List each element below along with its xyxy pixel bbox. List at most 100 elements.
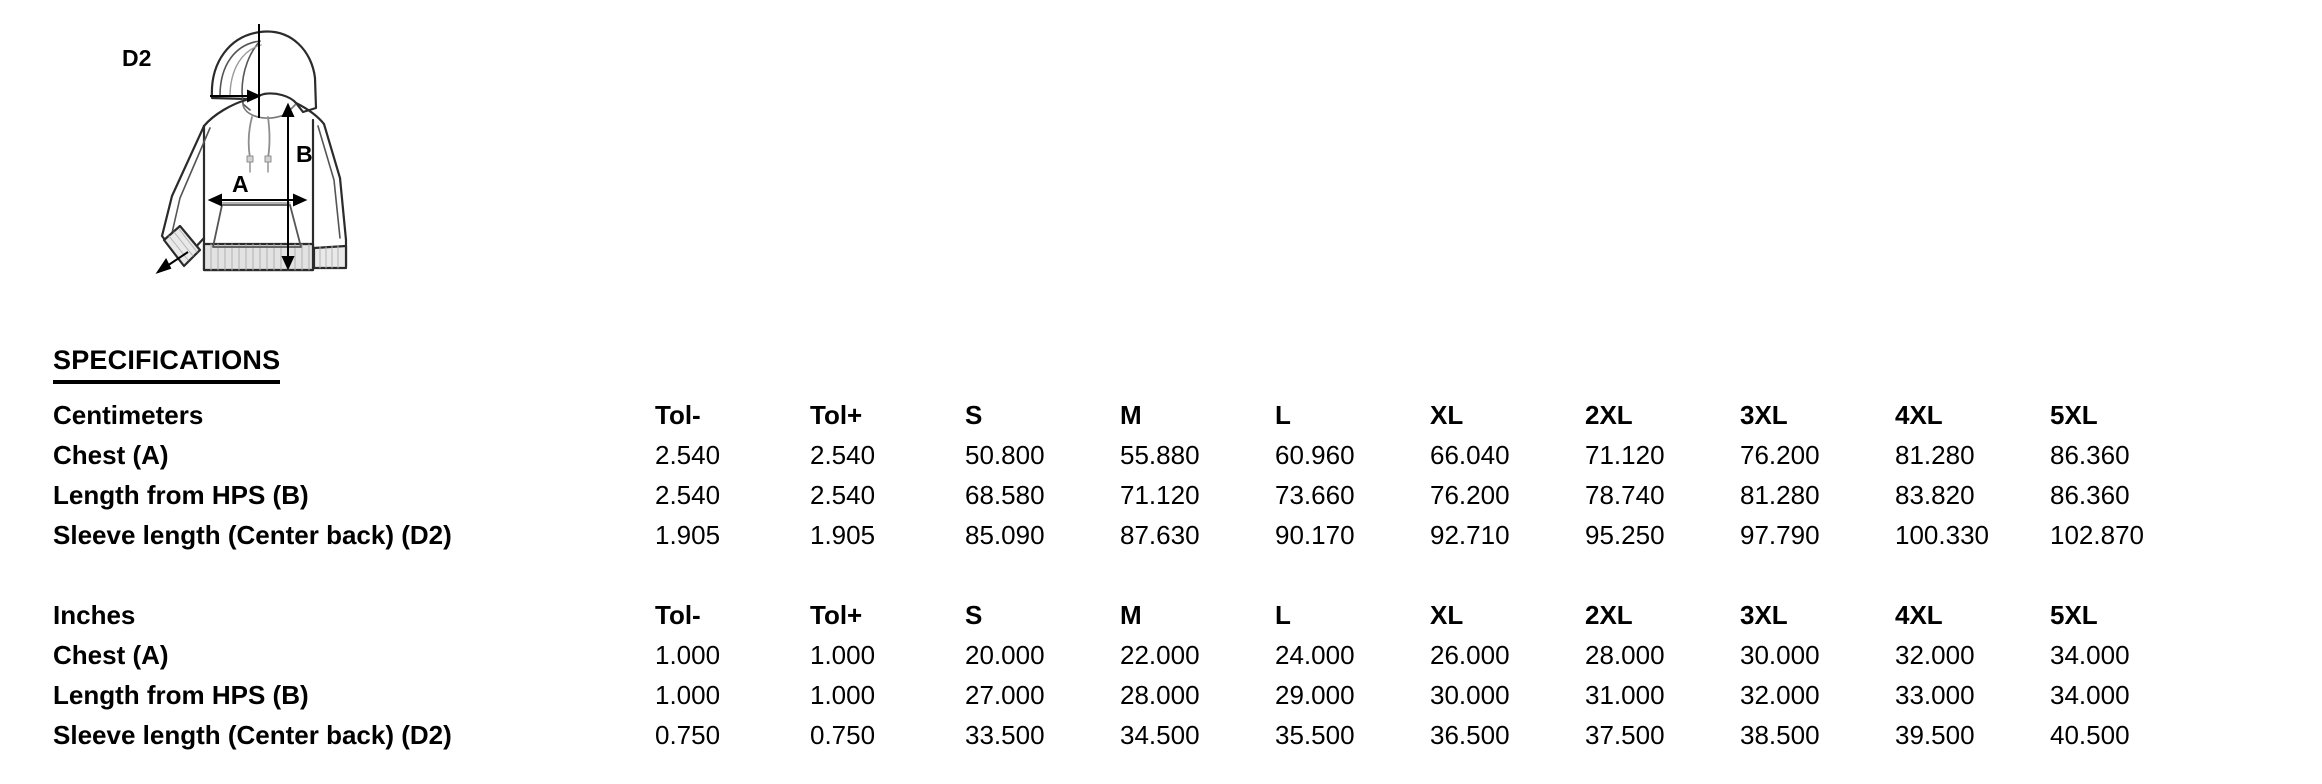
arrowhead-sleeve-top [247, 89, 262, 103]
specifications-table: Centimeters Tol- Tol+ S M L XL 2XL 3XL 4… [53, 392, 2293, 752]
cell-chest-in-3xl: 30.000 [1740, 640, 1820, 670]
cell-length-cm-tol-minus: 2.540 [655, 480, 721, 510]
table-row: Length from HPS (B) 1.000 1.000 27.000 2… [53, 672, 2293, 712]
section-spacer-row [53, 552, 2293, 592]
cell-length-cm-s: 68.580 [965, 480, 1045, 510]
cell-length-in-s: 27.000 [965, 680, 1045, 710]
cell-length-in-xl: 30.000 [1430, 680, 1510, 710]
cell-length-in-l: 29.000 [1275, 680, 1355, 710]
cell-chest-in-s: 20.000 [965, 640, 1045, 670]
cell-sleeve-cm-xl: 92.710 [1430, 520, 1510, 550]
cell-length-in-3xl: 32.000 [1740, 680, 1820, 710]
row-label-sleeve-cm: Sleeve length (Center back) (D2) [53, 520, 452, 550]
cell-length-in-tol-minus: 1.000 [655, 680, 721, 710]
hood-lining-2 [229, 44, 262, 98]
row-label-length-hps-in: Length from HPS (B) [53, 680, 309, 710]
hood-outline [210, 30, 318, 114]
column-header-inches-tol-minus: Tol- [655, 600, 701, 630]
column-header-tol-minus: Tol- [655, 400, 701, 430]
specifications-block: SPECIFICATIONS Centimeters Tol- Tol+ S M… [53, 345, 2293, 752]
column-header-2xl: 2XL [1585, 400, 1633, 430]
column-header-5xl: 5XL [2050, 400, 2098, 430]
column-header-inches-4xl: 4XL [1895, 600, 1943, 630]
cell-length-cm-m: 71.120 [1120, 480, 1200, 510]
cell-chest-cm-m: 55.880 [1120, 440, 1200, 470]
cell-chest-in-tol-minus: 1.000 [655, 640, 721, 670]
cell-length-cm-4xl: 83.820 [1895, 480, 1975, 510]
drawcord-aglet-left [246, 155, 254, 163]
left-cuff [162, 224, 202, 268]
cell-chest-in-2xl: 28.000 [1585, 640, 1665, 670]
cell-sleeve-cm-5xl: 102.870 [2050, 520, 2144, 550]
arrowhead-sleeve-bottom [155, 258, 172, 274]
column-header-inches-m: M [1120, 600, 1142, 630]
cell-chest-in-m: 22.000 [1120, 640, 1200, 670]
column-header-inches-5xl: 5XL [2050, 600, 2098, 630]
column-header-3xl: 3XL [1740, 400, 1788, 430]
cell-sleeve-in-5xl: 40.500 [2050, 720, 2130, 750]
column-header-4xl: 4XL [1895, 400, 1943, 430]
cell-length-cm-l: 73.660 [1275, 480, 1355, 510]
unit-label-inches: Inches [53, 600, 136, 630]
cell-length-cm-2xl: 78.740 [1585, 480, 1665, 510]
drawcord-aglet-right [264, 155, 272, 163]
measure-label-b: B [296, 141, 313, 167]
left-sleeve-seam [171, 127, 211, 234]
unit-label-centimeters: Centimeters [53, 400, 204, 430]
row-label-chest-cm: Chest (A) [53, 440, 169, 470]
cell-chest-in-4xl: 32.000 [1895, 640, 1975, 670]
cell-chest-cm-3xl: 76.200 [1740, 440, 1820, 470]
cell-length-in-4xl: 33.000 [1895, 680, 1975, 710]
cell-length-cm-xl: 76.200 [1430, 480, 1510, 510]
table-row: Sleeve length (Center back) (D2) 0.750 0… [53, 712, 2293, 752]
arrowhead-chest-left [207, 193, 222, 207]
column-header-inches-tol-plus: Tol+ [810, 600, 863, 630]
cell-sleeve-in-s: 33.500 [965, 720, 1045, 750]
cell-sleeve-cm-m: 87.630 [1120, 520, 1200, 550]
table-header-row-centimeters: Centimeters Tol- Tol+ S M L XL 2XL 3XL 4… [53, 392, 2293, 432]
row-label-sleeve-in: Sleeve length (Center back) (D2) [53, 720, 452, 750]
cell-chest-cm-xl: 66.040 [1430, 440, 1510, 470]
cell-sleeve-cm-4xl: 100.330 [1895, 520, 1989, 550]
right-sleeve [311, 122, 348, 268]
cell-sleeve-in-4xl: 39.500 [1895, 720, 1975, 750]
table-row: Length from HPS (B) 2.540 2.540 68.580 7… [53, 472, 2293, 512]
column-header-s: S [965, 400, 983, 430]
measure-label-d2: D2 [122, 45, 151, 71]
column-header-tol-plus: Tol+ [810, 400, 863, 430]
cell-sleeve-cm-s: 85.090 [965, 520, 1045, 550]
kangaroo-pocket [212, 204, 302, 248]
cell-length-cm-5xl: 86.360 [2050, 480, 2130, 510]
cell-chest-cm-tol-plus: 2.540 [810, 440, 876, 470]
cell-chest-in-xl: 26.000 [1430, 640, 1510, 670]
section-spacer-cell [53, 552, 2293, 592]
cell-chest-cm-4xl: 81.280 [1895, 440, 1975, 470]
cell-length-in-2xl: 31.000 [1585, 680, 1665, 710]
cell-sleeve-cm-2xl: 95.250 [1585, 520, 1665, 550]
hoodie-technical-drawing: D2 A B [100, 0, 400, 310]
cell-sleeve-in-tol-plus: 0.750 [810, 720, 876, 750]
table-header-row-inches: Inches Tol- Tol+ S M L XL 2XL 3XL 4XL 5X… [53, 592, 2293, 632]
cell-sleeve-cm-tol-plus: 1.905 [810, 520, 876, 550]
cell-sleeve-in-3xl: 38.500 [1740, 720, 1820, 750]
cell-length-cm-3xl: 81.280 [1740, 480, 1820, 510]
cell-sleeve-in-tol-minus: 0.750 [655, 720, 721, 750]
right-cuff [312, 244, 348, 270]
cell-chest-in-5xl: 34.000 [2050, 640, 2130, 670]
column-header-inches-xl: XL [1430, 600, 1464, 630]
title-spacer [53, 384, 2293, 392]
table-row: Chest (A) 1.000 1.000 20.000 22.000 24.0… [53, 632, 2293, 672]
column-header-inches-s: S [965, 600, 983, 630]
row-label-length-hps-cm: Length from HPS (B) [53, 480, 309, 510]
measure-label-a: A [232, 171, 249, 197]
specifications-title-wrap: SPECIFICATIONS [53, 345, 2293, 384]
left-shoulder [202, 98, 248, 128]
right-sleeve-seam [317, 125, 341, 239]
cell-chest-cm-tol-minus: 2.540 [655, 440, 721, 470]
cell-sleeve-cm-l: 90.170 [1275, 520, 1355, 550]
cell-chest-in-l: 24.000 [1275, 640, 1355, 670]
table-row: Chest (A) 2.540 2.540 50.800 55.880 60.9… [53, 432, 2293, 472]
column-header-inches-l: L [1275, 600, 1291, 630]
cell-length-in-tol-plus: 1.000 [810, 680, 876, 710]
table-row: Sleeve length (Center back) (D2) 1.905 1… [53, 512, 2293, 552]
